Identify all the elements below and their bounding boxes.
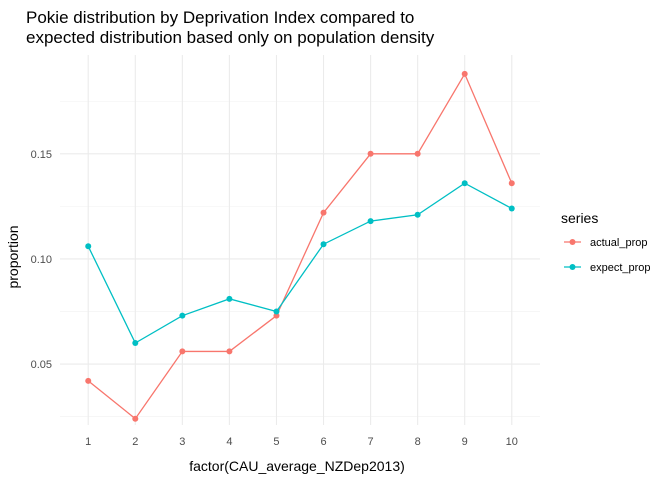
series-lines xyxy=(87,72,513,420)
x-tick-label: 8 xyxy=(415,436,421,448)
x-tick-label: 9 xyxy=(462,436,468,448)
x-tick-label: 7 xyxy=(368,436,374,448)
data-point-expect_prop xyxy=(132,340,139,347)
data-point-actual_prop xyxy=(508,180,515,187)
series-line-actual_prop xyxy=(87,72,513,420)
data-point-expect_prop xyxy=(179,312,186,319)
data-point-expect_prop xyxy=(508,205,515,212)
plot-panel xyxy=(60,55,540,425)
series-points xyxy=(85,70,515,422)
x-axis-ticks: 1 2 3 4 5 6 7 8 9 10 xyxy=(85,436,518,448)
x-axis-title: factor(CAU_average_NZDep2013) xyxy=(189,458,405,474)
data-point-expect_prop xyxy=(320,241,327,248)
data-point-actual_prop xyxy=(367,150,374,157)
data-point-actual_prop xyxy=(226,348,233,355)
legend-title: series xyxy=(561,210,598,226)
chart-title-line-2: expected distribution based only on popu… xyxy=(26,28,435,47)
legend-key-point xyxy=(569,264,576,270)
legend-key-point xyxy=(569,239,576,245)
data-point-expect_prop xyxy=(226,295,233,302)
major-gridlines xyxy=(60,55,540,425)
data-point-expect_prop xyxy=(414,211,421,218)
x-tick-label: 10 xyxy=(506,436,518,448)
x-tick-label: 5 xyxy=(273,436,279,448)
x-tick-label: 4 xyxy=(226,436,232,448)
data-point-actual_prop xyxy=(179,348,186,355)
data-point-expect_prop xyxy=(367,218,374,225)
data-point-actual_prop xyxy=(85,377,92,384)
data-point-expect_prop xyxy=(273,308,280,315)
data-point-expect_prop xyxy=(461,180,468,187)
series-line-expect_prop xyxy=(87,182,513,344)
legend-items: actual_prop expect_prop xyxy=(564,237,651,274)
y-tick-label: 0.10 xyxy=(31,254,52,266)
y-tick-label: 0.15 xyxy=(31,149,52,161)
data-point-actual_prop xyxy=(273,312,280,319)
data-point-actual_prop xyxy=(132,415,139,422)
legend-label: expect_prop xyxy=(590,262,651,274)
x-tick-label: 3 xyxy=(179,436,185,448)
data-point-actual_prop xyxy=(320,209,327,216)
y-axis-ticks: 0.05 0.10 0.15 xyxy=(31,149,52,371)
chart-title-line-1: Pokie distribution by Deprivation Index … xyxy=(26,8,414,27)
y-tick-label: 0.05 xyxy=(31,359,52,371)
data-point-expect_prop xyxy=(85,243,92,250)
legend-label: actual_prop xyxy=(590,237,648,249)
x-tick-label: 1 xyxy=(85,436,91,448)
legend: series actual_prop expect_prop xyxy=(561,210,651,274)
x-tick-label: 2 xyxy=(132,436,138,448)
x-tick-label: 6 xyxy=(320,436,326,448)
minor-gridlines xyxy=(60,100,540,417)
y-axis-title: proportion xyxy=(5,225,21,288)
data-point-actual_prop xyxy=(461,70,468,77)
data-point-actual_prop xyxy=(414,150,421,157)
